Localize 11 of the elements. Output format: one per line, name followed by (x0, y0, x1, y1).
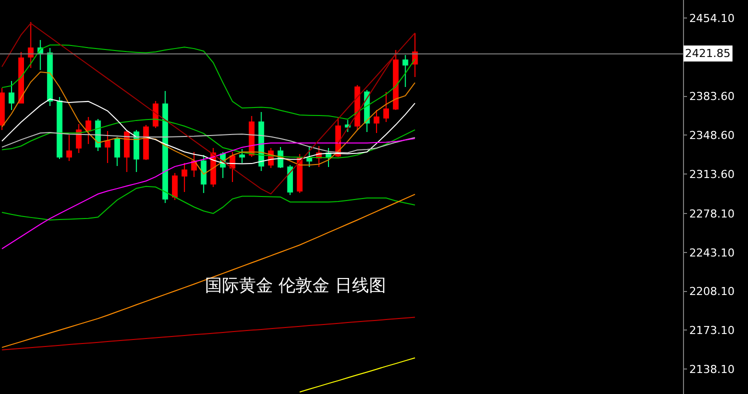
y-tick-label: 2138.10 (689, 362, 735, 376)
y-tick-label: 2278.10 (689, 207, 735, 220)
ref-line-label: 2421.85 (685, 47, 730, 60)
y-tick-label: 2454.10 (689, 12, 735, 25)
y-tick-label: 2313.60 (689, 168, 735, 181)
y-tick-label: 2173.10 (689, 324, 735, 338)
y-tick-label: 2348.60 (689, 129, 735, 142)
y-tick-label: 2383.60 (689, 90, 735, 104)
y-tick-label: 2243.10 (689, 246, 735, 260)
annotation: 国际黄金 伦敦金 日线图 (205, 276, 386, 296)
y-tick-label: 2208.10 (689, 285, 735, 298)
